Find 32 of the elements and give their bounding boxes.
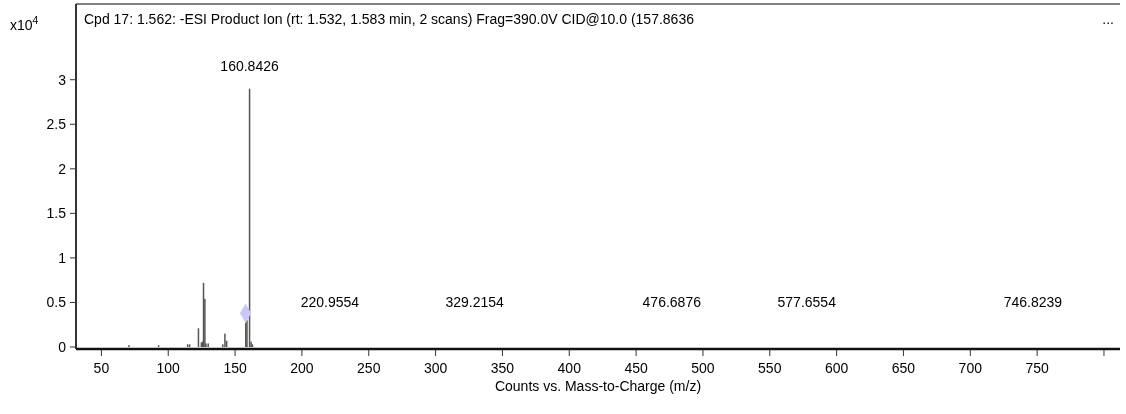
annotation: ...	[1102, 11, 1114, 27]
x-tick-label: 200	[290, 360, 314, 376]
x-tick-label: 450	[624, 360, 648, 376]
x-tick-label: 500	[691, 360, 715, 376]
annotation: 220.9554	[300, 294, 360, 311]
x-tick-label: 150	[223, 360, 247, 376]
x-tick-label: 700	[958, 360, 983, 376]
x-tick-label: 350	[490, 360, 515, 376]
x-axis-title: Counts vs. Mass-to-Charge (m/z)	[494, 378, 702, 394]
annotation: 329.2154	[445, 294, 505, 311]
annotation: 476.6876	[642, 294, 702, 311]
x-tick-label: 100	[156, 360, 181, 376]
x-tick-label: 550	[758, 360, 782, 376]
annotation: 746.8239	[1003, 294, 1063, 311]
y-tick-label: 1	[58, 249, 67, 266]
annotation: 577.6554	[777, 294, 837, 311]
x-tick-label: 650	[891, 360, 916, 376]
x-tick-label: 250	[357, 360, 381, 376]
x-tick-label: 400	[557, 360, 582, 376]
y-tick-label: 0.5	[46, 294, 67, 311]
x-tick-label: 750	[1025, 360, 1050, 376]
text: Cpd 17: 1.562: -ESI Product Ion (rt: 1.532, 1.583 min, 2 scans) Frag=390.0V CID@10.0 (157.8636	[84, 11, 695, 27]
y-tick-label: 3	[58, 71, 67, 88]
annotation: 160.8426	[220, 57, 279, 74]
y-tick-label: 2	[58, 160, 67, 177]
y-axis-title: x10$^{4}$	[10, 14, 39, 33]
y-tick-label: 1.5	[46, 205, 67, 222]
x-tick-label: 600	[824, 360, 849, 376]
y-tick-label: 2.5	[46, 116, 67, 133]
x-tick-label: 300	[423, 360, 448, 376]
y-tick-label: 0	[58, 338, 67, 355]
x-tick-label: 50	[93, 360, 110, 376]
